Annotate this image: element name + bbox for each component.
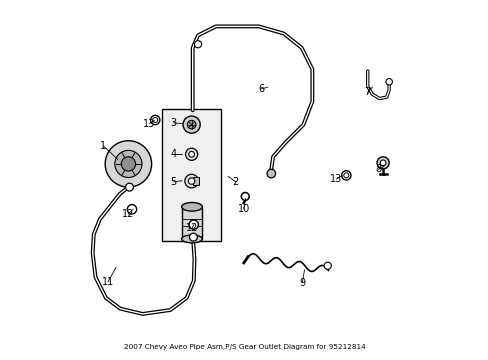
Circle shape xyxy=(121,157,135,171)
Circle shape xyxy=(324,262,331,269)
Circle shape xyxy=(189,220,198,229)
Circle shape xyxy=(343,173,348,178)
Circle shape xyxy=(183,116,200,133)
Circle shape xyxy=(189,233,197,241)
Circle shape xyxy=(150,115,160,125)
Circle shape xyxy=(376,157,388,169)
Text: 12: 12 xyxy=(122,209,134,219)
Circle shape xyxy=(187,120,196,129)
Circle shape xyxy=(125,183,133,191)
Text: 2007 Chevy Aveo Pipe Asm,P/S Gear Outlet Diagram for 95212814: 2007 Chevy Aveo Pipe Asm,P/S Gear Outlet… xyxy=(123,344,365,350)
Ellipse shape xyxy=(181,235,202,243)
Bar xyxy=(128,207,135,212)
Text: 13: 13 xyxy=(142,118,155,129)
Bar xyxy=(181,207,202,239)
Circle shape xyxy=(266,169,275,178)
Circle shape xyxy=(385,78,391,85)
Circle shape xyxy=(184,174,198,188)
Circle shape xyxy=(341,171,350,180)
Text: 12: 12 xyxy=(185,223,198,233)
Text: 13: 13 xyxy=(329,174,342,184)
Circle shape xyxy=(188,178,194,184)
Circle shape xyxy=(115,150,142,177)
Bar xyxy=(162,109,221,241)
Text: 9: 9 xyxy=(299,278,305,288)
Bar xyxy=(190,222,197,227)
Text: 8: 8 xyxy=(375,164,381,174)
Circle shape xyxy=(127,204,136,214)
Text: 5: 5 xyxy=(170,177,177,187)
Text: 4: 4 xyxy=(170,149,177,159)
Text: 1: 1 xyxy=(100,141,106,151)
Circle shape xyxy=(194,41,201,48)
Circle shape xyxy=(185,148,197,160)
Text: 2: 2 xyxy=(232,177,238,187)
Text: 6: 6 xyxy=(258,84,264,94)
Text: 10: 10 xyxy=(237,203,249,213)
Text: 7: 7 xyxy=(364,87,370,98)
Text: 11: 11 xyxy=(102,277,114,287)
Circle shape xyxy=(152,117,157,122)
Ellipse shape xyxy=(181,203,202,211)
Circle shape xyxy=(105,141,151,187)
Bar xyxy=(193,177,199,185)
Circle shape xyxy=(241,193,248,201)
Circle shape xyxy=(188,152,194,157)
Circle shape xyxy=(380,160,385,166)
Text: 3: 3 xyxy=(170,118,177,128)
